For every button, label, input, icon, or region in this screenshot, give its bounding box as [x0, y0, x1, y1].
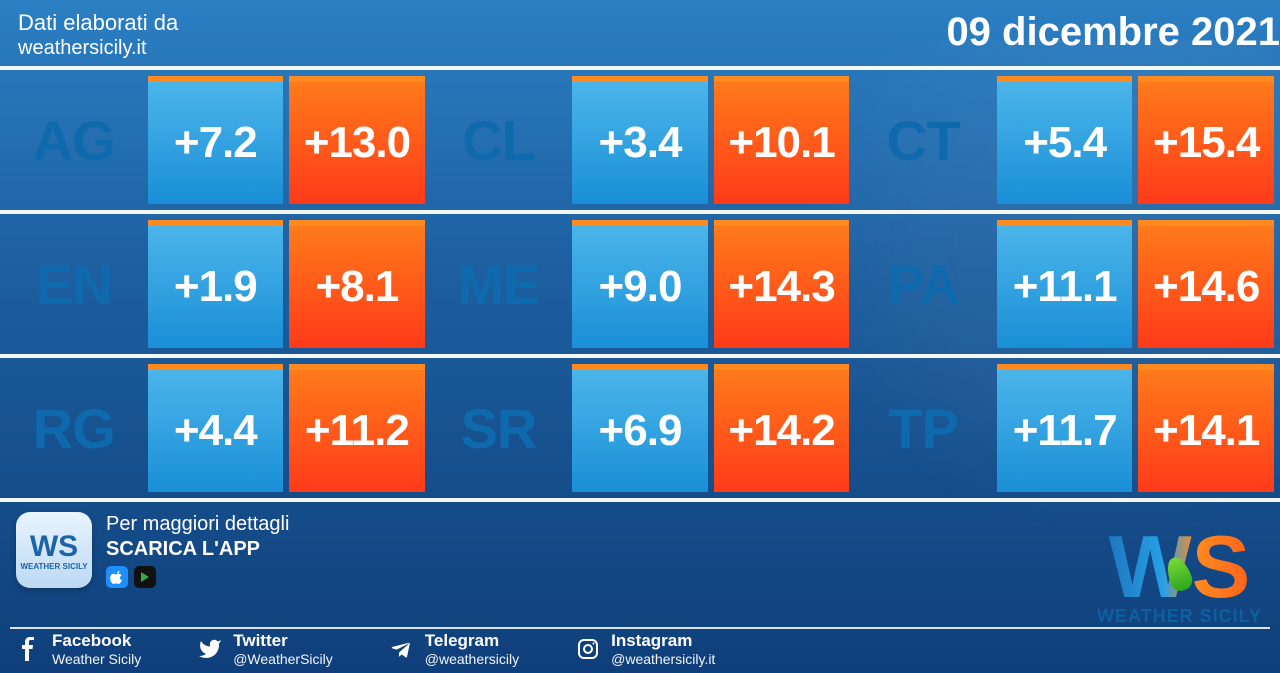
app-promo: WS WEATHER SICILY Per maggiori dettagli … [0, 502, 1280, 594]
footer-rule [10, 627, 1270, 629]
temp-min: +5.4 [997, 76, 1133, 204]
app-promo-line1: Per maggiori dettagli [106, 512, 289, 537]
store-badges [106, 566, 289, 588]
app-promo-line2: SCARICA L'APP [106, 537, 289, 562]
temp-min: +3.4 [572, 76, 708, 204]
temp-max: +8.1 [289, 220, 425, 348]
social-bar: Facebook Weather Sicily Twitter @Weather… [16, 631, 715, 667]
social-name: Facebook [52, 631, 141, 651]
temperature-grid: AG+7.2+13.0CL+3.4+10.1CT+5.4+15.4EN+1.9+… [0, 66, 1280, 502]
temp-max: +14.3 [714, 220, 850, 348]
province-code: ME [431, 220, 567, 348]
temp-max: +15.4 [1138, 76, 1274, 204]
social-telegram[interactable]: Telegram @weathersicily [389, 631, 519, 667]
temp-max: +14.6 [1138, 220, 1274, 348]
instagram-icon [575, 636, 601, 662]
brand-logo-mark: WS [1097, 527, 1262, 606]
temp-max: +10.1 [714, 76, 850, 204]
source-block: Dati elaborati da weathersicily.it [18, 10, 178, 60]
social-handle: @weathersicily.it [611, 651, 715, 667]
temp-min: +7.2 [148, 76, 284, 204]
social-name: Instagram [611, 631, 715, 651]
header: Dati elaborati da weathersicily.it 09 di… [0, 0, 1280, 66]
province-code: CT [855, 76, 991, 204]
app-promo-text: Per maggiori dettagli SCARICA L'APP [106, 512, 289, 588]
table-row: EN+1.9+8.1ME+9.0+14.3PA+11.1+14.6 [0, 214, 1280, 358]
app-badge-mark: WS [30, 530, 78, 564]
temp-max: +13.0 [289, 76, 425, 204]
social-twitter[interactable]: Twitter @WeatherSicily [197, 631, 333, 667]
temp-min: +11.1 [997, 220, 1133, 348]
province-code: AG [6, 76, 142, 204]
table-row: RG+4.4+11.2SR+6.9+14.2TP+11.7+14.1 [0, 358, 1280, 502]
temp-max: +14.2 [714, 364, 850, 492]
app-badge-sub: WEATHER SICILY [20, 562, 87, 571]
social-handle: @WeatherSicily [233, 651, 333, 667]
social-name: Twitter [233, 631, 333, 651]
playstore-icon [134, 566, 156, 588]
facebook-icon [16, 636, 42, 662]
province-code: SR [431, 364, 567, 492]
province-code: EN [6, 220, 142, 348]
brand-logo: WS WEATHER SICILY [1097, 527, 1262, 627]
appstore-icon [106, 566, 128, 588]
date: 09 dicembre 2021 [946, 10, 1280, 55]
temp-max: +14.1 [1138, 364, 1274, 492]
temp-min: +4.4 [148, 364, 284, 492]
social-facebook[interactable]: Facebook Weather Sicily [16, 631, 141, 667]
social-name: Telegram [425, 631, 519, 651]
table-row: AG+7.2+13.0CL+3.4+10.1CT+5.4+15.4 [0, 66, 1280, 214]
temp-min: +9.0 [572, 220, 708, 348]
province-code: TP [855, 364, 991, 492]
telegram-icon [389, 636, 415, 662]
temp-min: +1.9 [148, 220, 284, 348]
temp-min: +11.7 [997, 364, 1133, 492]
app-badge: WS WEATHER SICILY [16, 512, 92, 588]
social-handle: Weather Sicily [52, 651, 141, 667]
source-line1: Dati elaborati da [18, 10, 178, 36]
twitter-icon [197, 636, 223, 662]
province-code: PA [855, 220, 991, 348]
temp-max: +11.2 [289, 364, 425, 492]
social-instagram[interactable]: Instagram @weathersicily.it [575, 631, 715, 667]
temp-min: +6.9 [572, 364, 708, 492]
province-code: RG [6, 364, 142, 492]
province-code: CL [431, 76, 567, 204]
social-handle: @weathersicily [425, 651, 519, 667]
source-line2: weathersicily.it [18, 36, 178, 60]
